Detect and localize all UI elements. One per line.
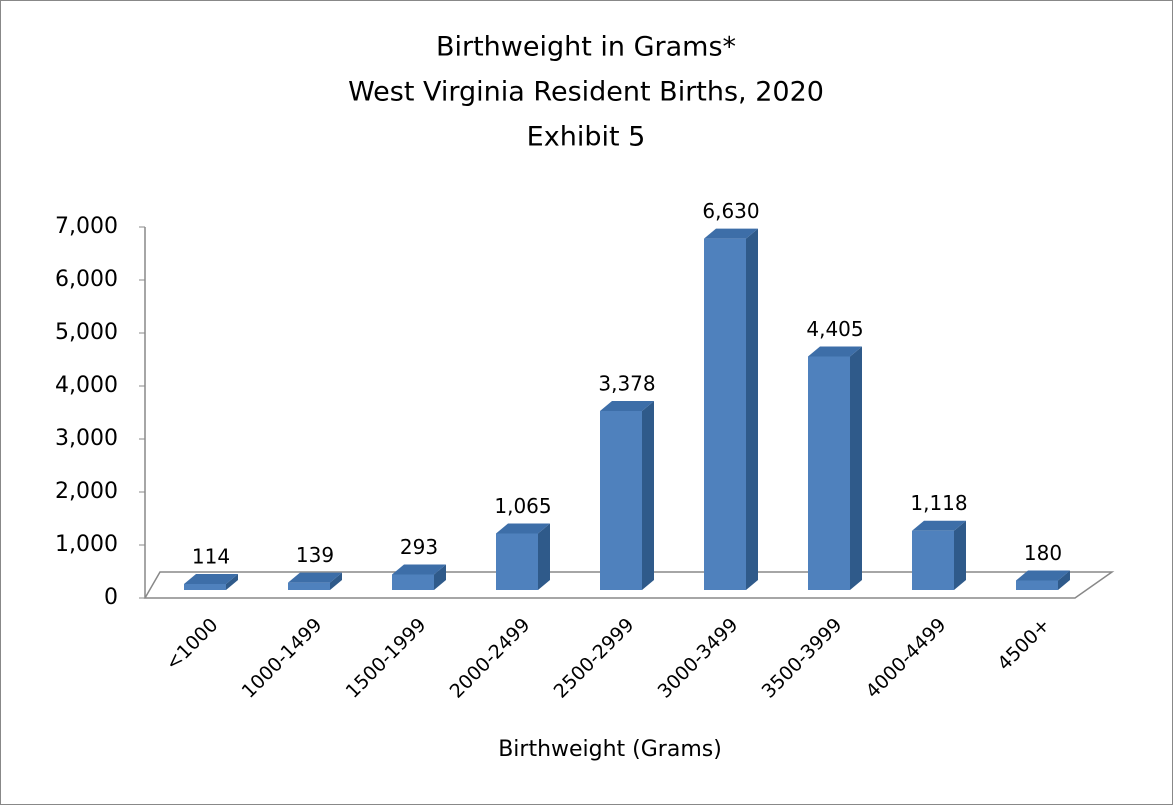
y-tick-label: 2,000 [55, 479, 118, 504]
bar-top [496, 523, 550, 534]
x-axis-label: Birthweight (Grams) [498, 737, 722, 762]
bar-side [1058, 570, 1070, 590]
bar-side [330, 572, 342, 590]
bar [288, 572, 342, 590]
bar-top [600, 400, 654, 411]
bar [704, 228, 758, 591]
y-tick-label: 5,000 [55, 320, 118, 345]
bar-front [808, 356, 850, 590]
bar [1016, 570, 1070, 590]
bar-front [288, 582, 330, 590]
value-label: 1,118 [910, 491, 967, 515]
chart-title: West Virginia Resident Births, 2020 [348, 77, 824, 108]
bar-top [184, 573, 238, 584]
bar-top [288, 572, 342, 583]
bar-side [746, 228, 758, 591]
chart-title: Birthweight in Grams* [436, 32, 736, 63]
bar-top [704, 228, 758, 239]
value-label: 293 [400, 535, 438, 559]
bar-front [392, 574, 434, 590]
bar-front [600, 410, 642, 590]
bar-top [912, 520, 966, 531]
value-label: 3,378 [598, 371, 655, 395]
value-label: 4,405 [806, 317, 863, 341]
y-tick-label: 6,000 [55, 267, 118, 292]
value-label: 6,630 [702, 199, 759, 223]
y-tick-label: 0 [104, 585, 118, 610]
bar [808, 346, 862, 590]
y-tick-label: 7,000 [55, 214, 118, 239]
value-label: 139 [296, 543, 334, 567]
bar-front [184, 583, 226, 590]
bar-side [850, 346, 862, 590]
bar [392, 564, 446, 590]
y-tick-label: 4,000 [55, 373, 118, 398]
bar [912, 520, 966, 590]
bar-top [808, 346, 862, 357]
bar-side [538, 523, 550, 590]
bar-top [392, 564, 446, 575]
bar-side [226, 573, 238, 590]
y-tick-label: 3,000 [55, 426, 118, 451]
bar [600, 400, 654, 590]
value-label: 180 [1024, 541, 1062, 565]
bar-front [1016, 580, 1058, 590]
bar [184, 573, 238, 590]
value-label: 1,065 [494, 494, 551, 518]
y-tick-label: 1,000 [55, 532, 118, 557]
bar-side [954, 520, 966, 590]
bar-front [912, 530, 954, 590]
bar-side [434, 564, 446, 590]
value-label: 114 [192, 544, 230, 568]
bar [496, 523, 550, 590]
bar-front [704, 238, 746, 591]
chart-title: Exhibit 5 [527, 122, 646, 153]
bar-top [1016, 570, 1070, 581]
bar-side [642, 400, 654, 590]
bar-front [496, 533, 538, 590]
